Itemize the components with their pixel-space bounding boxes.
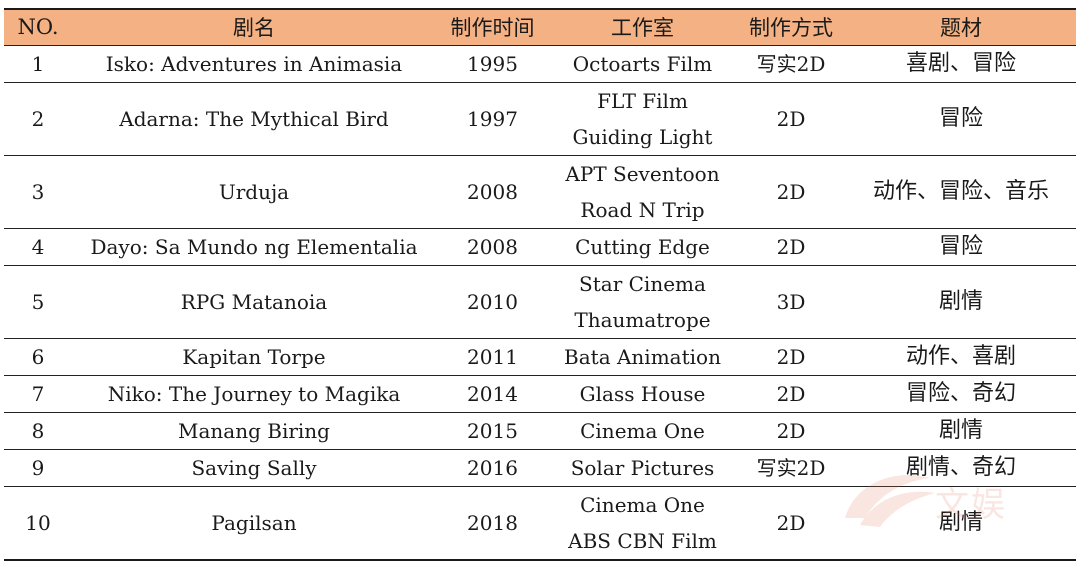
cell-studio: Cutting Edge <box>549 227 736 265</box>
header-row: NO. 剧名 制作时间 工作室 制作方式 题材 <box>4 8 1076 45</box>
cell-no: 7 <box>4 374 72 412</box>
cell-studio: Solar Pictures <box>549 448 736 486</box>
cell-name: Kapitan Torpe <box>72 337 436 375</box>
cell-name: Isko: Adventures in Animasia <box>72 44 436 82</box>
cell-studio: Cinema One <box>549 411 736 449</box>
cell-genre: 剧情 <box>846 411 1076 449</box>
header-year: 制作时间 <box>436 8 549 45</box>
header-method: 制作方式 <box>736 8 846 45</box>
table-row: 4 Dayo: Sa Mundo ng Elementalia 2008 Cut… <box>4 227 1076 265</box>
cell-name: Dayo: Sa Mundo ng Elementalia <box>72 227 436 265</box>
studio-line: Cinema One <box>580 492 705 517</box>
cell-studio: Glass House <box>549 374 736 412</box>
table-row: 1 Isko: Adventures in Animasia 1995 Octo… <box>4 44 1076 82</box>
cell-genre: 动作、冒险、音乐 <box>846 154 1076 228</box>
table-row: 9 Saving Sally 2016 Solar Pictures 写实2D … <box>4 448 1076 486</box>
studio-line: Cutting Edge <box>575 234 710 259</box>
cell-name: Manang Biring <box>72 411 436 449</box>
cell-genre: 冒险 <box>846 81 1076 155</box>
header-genre: 题材 <box>846 8 1076 45</box>
cell-year: 2011 <box>436 337 549 375</box>
cell-genre: 剧情 <box>846 485 1076 561</box>
cell-genre: 动作、喜剧 <box>846 337 1076 375</box>
table-row: 7 Niko: The Journey to Magika 2014 Glass… <box>4 374 1076 412</box>
cell-studio: Octoarts Film <box>549 44 736 82</box>
cell-name: Niko: The Journey to Magika <box>72 374 436 412</box>
cell-method: 2D <box>736 485 846 561</box>
cell-no: 6 <box>4 337 72 375</box>
cell-method: 2D <box>736 411 846 449</box>
table-body: 1 Isko: Adventures in Animasia 1995 Octo… <box>4 44 1076 561</box>
anime-table: NO. 剧名 制作时间 工作室 制作方式 题材 1 Isko: Adventur… <box>4 8 1076 561</box>
cell-genre: 喜剧、冒险 <box>846 44 1076 82</box>
cell-year: 2010 <box>436 264 549 338</box>
cell-studio: APT Seventoon Road N Trip <box>549 154 736 228</box>
header-name: 剧名 <box>72 8 436 45</box>
cell-year: 2008 <box>436 154 549 228</box>
cell-year: 2014 <box>436 374 549 412</box>
studio-line: Bata Animation <box>564 344 721 369</box>
cell-genre: 冒险 <box>846 227 1076 265</box>
cell-method: 2D <box>736 154 846 228</box>
cell-name: Urduja <box>72 154 436 228</box>
cell-studio: FLT Film Guiding Light <box>549 81 736 155</box>
table-row: 8 Manang Biring 2015 Cinema One 2D 剧情 <box>4 411 1076 449</box>
studio-line: Guiding Light <box>572 124 713 149</box>
cell-name: Adarna: The Mythical Bird <box>72 81 436 155</box>
cell-no: 10 <box>4 485 72 561</box>
studio-line: Glass House <box>579 381 706 406</box>
cell-no: 1 <box>4 44 72 82</box>
cell-genre: 冒险、奇幻 <box>846 374 1076 412</box>
cell-year: 2008 <box>436 227 549 265</box>
cell-method: 写实2D <box>736 448 846 486</box>
studio-line: ABS CBN Film <box>568 528 717 553</box>
studio-line: Star Cinema <box>579 271 706 296</box>
cell-year: 2015 <box>436 411 549 449</box>
studio-line: APT Seventoon <box>565 161 720 186</box>
cell-method: 2D <box>736 227 846 265</box>
cell-name: Saving Sally <box>72 448 436 486</box>
table-row: 10 Pagilsan 2018 Cinema One ABS CBN Film … <box>4 485 1076 561</box>
anime-table-container: NO. 剧名 制作时间 工作室 制作方式 题材 1 Isko: Adventur… <box>4 8 1076 561</box>
cell-no: 9 <box>4 448 72 486</box>
cell-studio: Star Cinema Thaumatrope <box>549 264 736 338</box>
cell-method: 3D <box>736 264 846 338</box>
table-row: 3 Urduja 2008 APT Seventoon Road N Trip 2… <box>4 154 1076 228</box>
cell-studio: Bata Animation <box>549 337 736 375</box>
studio-line: Road N Trip <box>580 197 705 222</box>
cell-method: 2D <box>736 374 846 412</box>
cell-method: 2D <box>736 337 846 375</box>
cell-no: 3 <box>4 154 72 228</box>
cell-method: 写实2D <box>736 44 846 82</box>
header-studio: 工作室 <box>549 8 736 45</box>
table-row: 5 RPG Matanoia 2010 Star Cinema Thaumatro… <box>4 264 1076 338</box>
table-row: 2 Adarna: The Mythical Bird 1997 FLT Fil… <box>4 81 1076 155</box>
cell-year: 1995 <box>436 44 549 82</box>
header-no: NO. <box>4 8 72 45</box>
studio-line: Thaumatrope <box>574 307 711 332</box>
studio-line: Octoarts Film <box>572 51 713 76</box>
cell-no: 8 <box>4 411 72 449</box>
cell-method: 2D <box>736 81 846 155</box>
cell-name: Pagilsan <box>72 485 436 561</box>
cell-year: 2018 <box>436 485 549 561</box>
studio-line: Cinema One <box>580 418 705 443</box>
studio-line: Solar Pictures <box>570 455 715 480</box>
cell-no: 2 <box>4 81 72 155</box>
cell-year: 1997 <box>436 81 549 155</box>
cell-genre: 剧情、奇幻 <box>846 448 1076 486</box>
cell-no: 5 <box>4 264 72 338</box>
cell-name: RPG Matanoia <box>72 264 436 338</box>
table-header: NO. 剧名 制作时间 工作室 制作方式 题材 <box>4 8 1076 45</box>
cell-studio: Cinema One ABS CBN Film <box>549 485 736 561</box>
cell-no: 4 <box>4 227 72 265</box>
studio-line: FLT Film <box>597 88 688 113</box>
cell-year: 2016 <box>436 448 549 486</box>
table-row: 6 Kapitan Torpe 2011 Bata Animation 2D 动… <box>4 337 1076 375</box>
cell-genre: 剧情 <box>846 264 1076 338</box>
